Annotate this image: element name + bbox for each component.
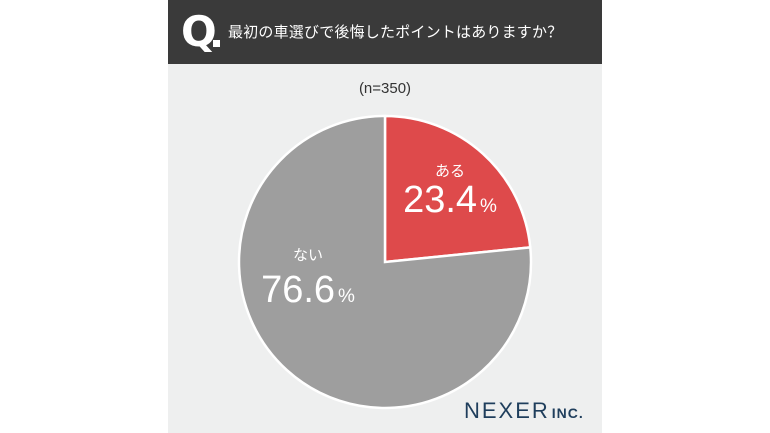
logo-suffix-text: INC. bbox=[551, 405, 584, 421]
slice-label-no: ない bbox=[293, 246, 323, 264]
question-mark-dot bbox=[213, 40, 220, 47]
pie-slice-yes bbox=[383, 114, 532, 264]
logo-main-text: NEXER bbox=[464, 398, 550, 423]
slice-value-no: 76.6% bbox=[261, 269, 355, 311]
chart-card: Q 最初の車選びで後悔したポイントはありますか？ (n=350) ある 23.4%… bbox=[168, 0, 602, 433]
slice-value-yes: 23.4% bbox=[403, 179, 497, 221]
pie-slice-no bbox=[237, 114, 533, 410]
question-header: Q 最初の車選びで後悔したポイントはありますか？ bbox=[168, 0, 602, 64]
nexer-logo: NEXER INC. bbox=[464, 398, 584, 424]
question-mark-letter: Q bbox=[181, 7, 217, 56]
sample-size-label: (n=350) bbox=[358, 80, 412, 97]
slice-label-yes: ある bbox=[435, 162, 465, 180]
question-text: 最初の車選びで後悔したポイントはありますか？ bbox=[228, 23, 563, 41]
